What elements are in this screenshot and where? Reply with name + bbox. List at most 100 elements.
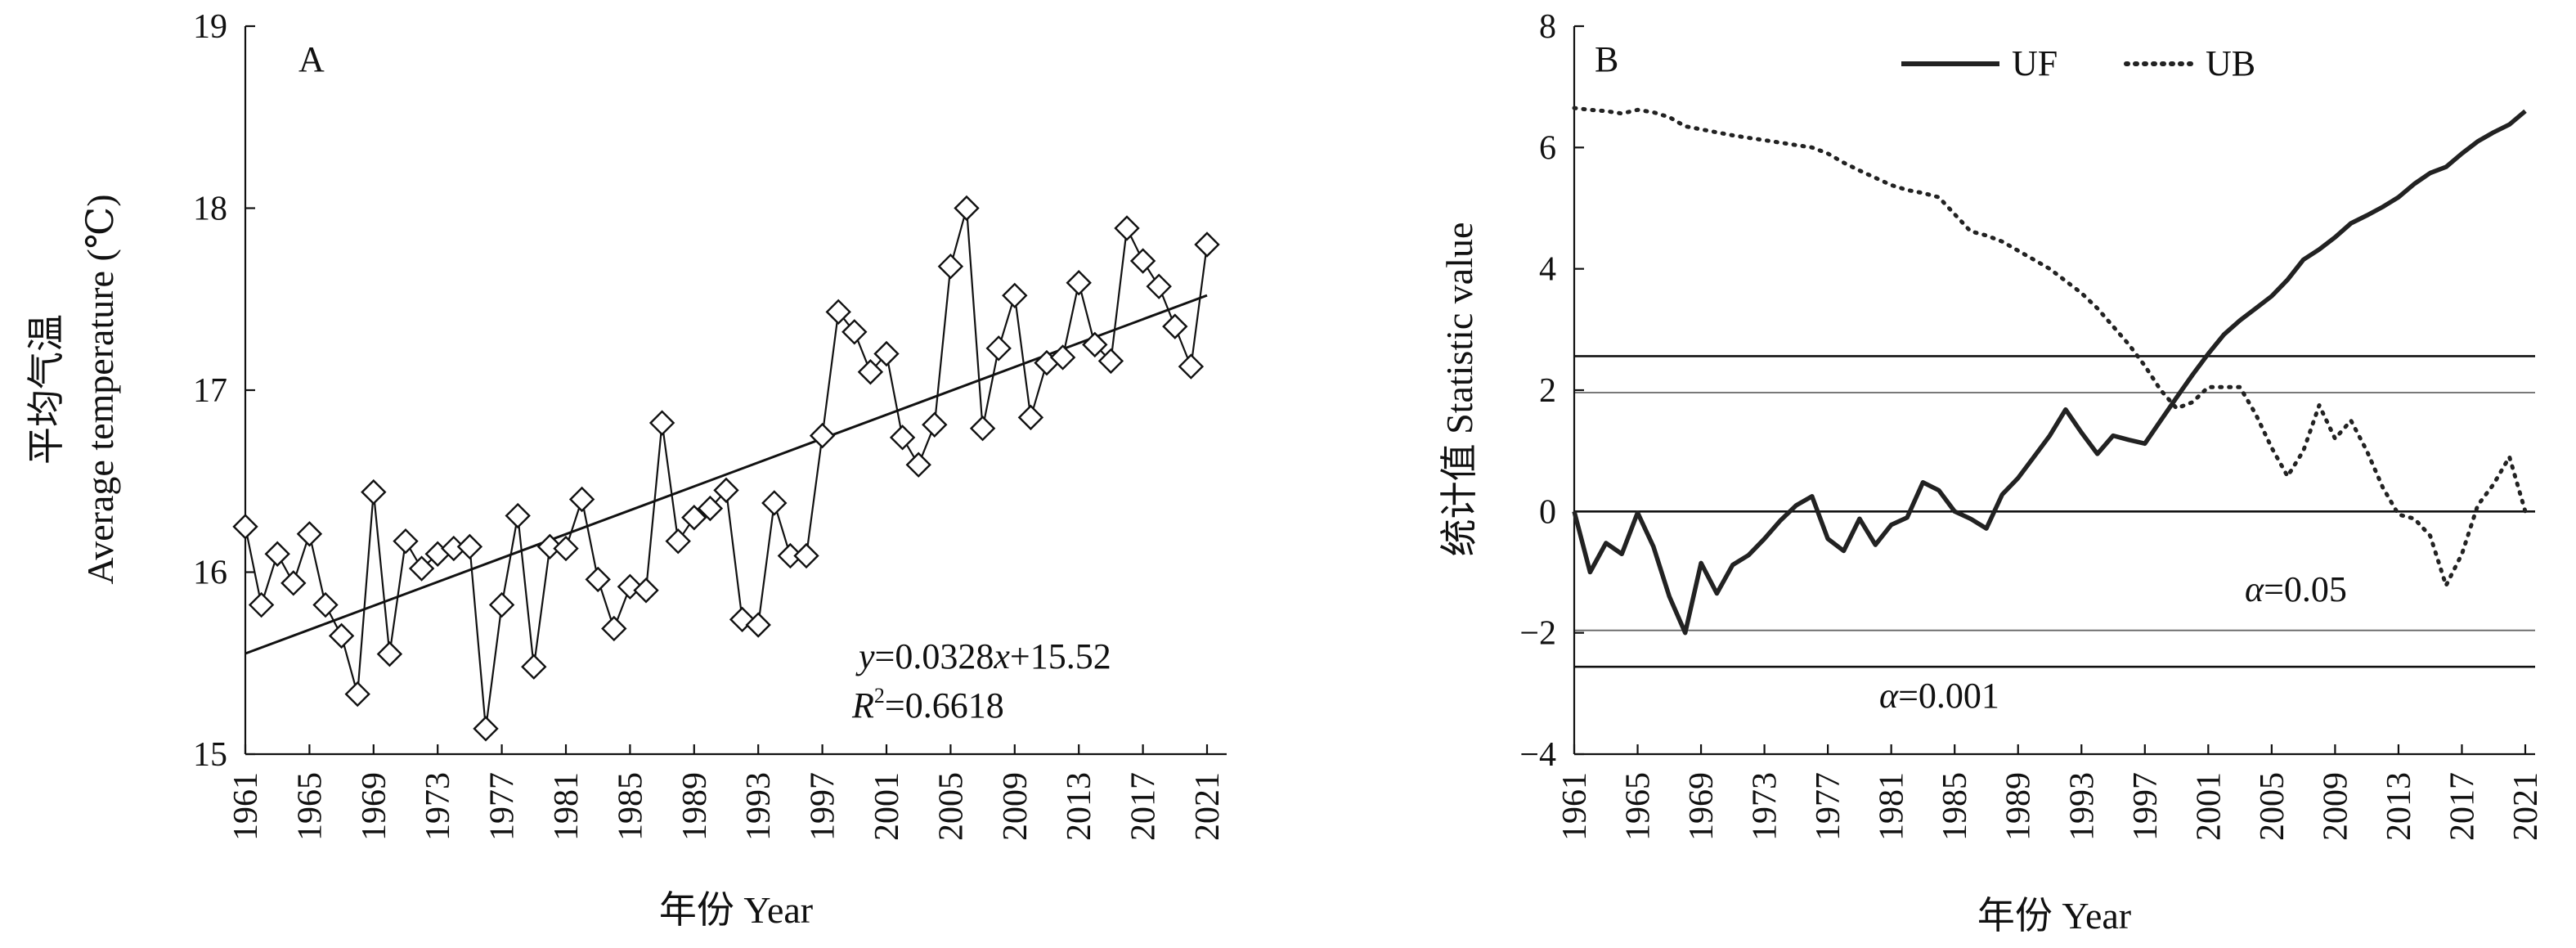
data-point-marker xyxy=(296,521,323,547)
panel-a-series xyxy=(232,195,1220,742)
panel-a-x-tick-label: 2013 xyxy=(1061,772,1098,841)
panel-a-x-tick-label: 2005 xyxy=(932,772,970,841)
panel-a-y-tick-label: 17 xyxy=(193,372,227,410)
panel-a-y-tick-label: 16 xyxy=(193,555,227,592)
data-point-marker xyxy=(521,654,547,680)
panel-a-equation: y=0.0328x+15.52 xyxy=(855,636,1111,676)
data-point-marker xyxy=(648,410,675,436)
panel-a-x-tick-label: 2009 xyxy=(997,772,1034,841)
data-point-marker xyxy=(633,577,659,604)
panel-a-y-title-line2: Average temperature (℃) xyxy=(79,194,121,584)
data-point-marker xyxy=(713,477,739,504)
panel-b-y-title: 统计值 Statistic value xyxy=(1438,222,1480,557)
eq-intercept: +15.52 xyxy=(1010,636,1111,676)
data-point-marker xyxy=(937,254,964,280)
panel-a-x-tick-label: 1989 xyxy=(676,772,714,841)
data-point-marker xyxy=(553,535,579,562)
panel-b-y-tick-label: 4 xyxy=(1539,251,1556,289)
legend-ub-label: UB xyxy=(2206,43,2255,83)
data-point-marker xyxy=(1017,404,1044,431)
panel-b-x-tick-label: 1961 xyxy=(1556,772,1594,841)
panel-b-x-tick-label: 1969 xyxy=(1683,772,1721,841)
panel-b-x-title: 年份 Year xyxy=(1977,895,2131,937)
panel-b-x-tick-label: 1985 xyxy=(1936,772,1974,841)
panel-b-y-tick-label: 0 xyxy=(1539,493,1556,531)
data-point-marker xyxy=(954,195,980,222)
panel-b-x-tick-label: 1997 xyxy=(2127,772,2165,841)
panel-b-y-tick-label: 2 xyxy=(1539,372,1556,410)
r2-value: =0.6618 xyxy=(885,685,1004,726)
panel-b-series xyxy=(1572,106,2528,636)
data-point-marker xyxy=(1114,215,1140,241)
panel-b-alpha-005: α=0.05 xyxy=(2245,569,2347,609)
data-point-marker xyxy=(793,542,819,569)
panel-a-label: A xyxy=(298,39,325,79)
panel-a-x-tick-label: 1981 xyxy=(548,772,586,841)
data-point-marker xyxy=(697,495,724,522)
panel-a-x-tick-label: 1973 xyxy=(420,772,457,841)
panel-b-x-tick-label: 1965 xyxy=(1620,772,1658,841)
panel-b-x-tick-label: 1973 xyxy=(1747,772,1784,841)
panel-a-y-title-line1: 平均气温 xyxy=(25,314,67,465)
data-point-marker xyxy=(601,615,627,642)
panel-b-x-tick-label: 2017 xyxy=(2444,772,2481,841)
eq-y-var: y xyxy=(855,636,875,676)
eq-x-var: x xyxy=(993,636,1010,676)
data-point-marker xyxy=(568,486,595,513)
panel-b-x-ticks: 1961 1965 1969 1973 1977 1981 1985 1989 1993 1997… xyxy=(1556,744,2545,841)
panel-b-x-tick-label: 2001 xyxy=(2190,772,2228,841)
panel-b-alpha-0001: α=0.001 xyxy=(1879,676,1999,716)
panel-a-x-tick-label: 2021 xyxy=(1189,772,1227,841)
data-point-marker xyxy=(745,612,771,638)
data-point-marker xyxy=(456,533,483,560)
panel-a-y-ticks: 15 16 17 18 19 xyxy=(193,8,255,774)
data-point-marker xyxy=(1194,231,1220,258)
data-point-marker xyxy=(408,555,435,582)
data-point-marker xyxy=(1049,344,1076,371)
panel-a-x-title: 年份 Year xyxy=(659,889,813,931)
panel-a-x-tick-label: 2017 xyxy=(1125,772,1163,841)
panel-a-r-squared: R2=0.6618 xyxy=(851,684,1004,726)
data-point-marker xyxy=(985,335,1012,362)
panel-b-x-tick-label: 1977 xyxy=(1810,772,1847,841)
data-point-marker xyxy=(761,490,788,516)
panel-b-x-tick-label: 2009 xyxy=(2317,772,2354,841)
data-point-marker xyxy=(1082,331,1108,358)
data-point-marker xyxy=(1178,353,1205,380)
panel-b-x-tick-label: 1981 xyxy=(1874,772,1911,841)
panel-b-label: B xyxy=(1595,39,1618,79)
panel-b-y-tick-label: 8 xyxy=(1539,8,1556,46)
data-point-marker xyxy=(585,566,611,593)
data-point-marker xyxy=(232,514,258,540)
data-point-marker xyxy=(922,411,948,438)
eq-slope: =0.0328 xyxy=(875,636,994,676)
data-point-marker xyxy=(841,319,868,345)
data-point-marker xyxy=(809,422,836,449)
panel-a-x-tick-label: 1965 xyxy=(291,772,329,841)
data-point-marker xyxy=(905,452,931,478)
panel-a-x-tick-label: 1993 xyxy=(740,772,778,841)
panel-b-y-tick-label: 6 xyxy=(1539,129,1556,167)
data-point-marker xyxy=(312,591,339,618)
panel-b-x-tick-label: 1989 xyxy=(2000,772,2038,841)
panel-a-x-tick-label: 1997 xyxy=(805,772,842,841)
data-point-marker xyxy=(280,570,307,596)
data-point-marker xyxy=(328,622,355,649)
data-point-marker xyxy=(1066,270,1092,296)
panel-a-y-tick-label: 18 xyxy=(193,191,227,228)
panel-a-x-tick-label: 1961 xyxy=(227,772,265,841)
data-point-marker xyxy=(857,359,884,385)
data-point-marker xyxy=(536,533,563,560)
panel-b-y-ticks: −4 −2 0 2 4 6 8 xyxy=(1519,8,1584,774)
panel-a-y-tick-label: 15 xyxy=(193,736,227,774)
data-point-marker xyxy=(1002,282,1028,308)
data-point-marker xyxy=(1146,273,1172,299)
data-point-marker xyxy=(825,299,851,326)
alpha-0001-symbol: α xyxy=(1879,676,1899,716)
data-point-marker xyxy=(393,528,419,555)
panel-b-x-tick-label: 1993 xyxy=(2063,772,2101,841)
series-uf-line xyxy=(1572,109,2527,636)
panel-b-x-tick-label: 2005 xyxy=(2254,772,2291,841)
